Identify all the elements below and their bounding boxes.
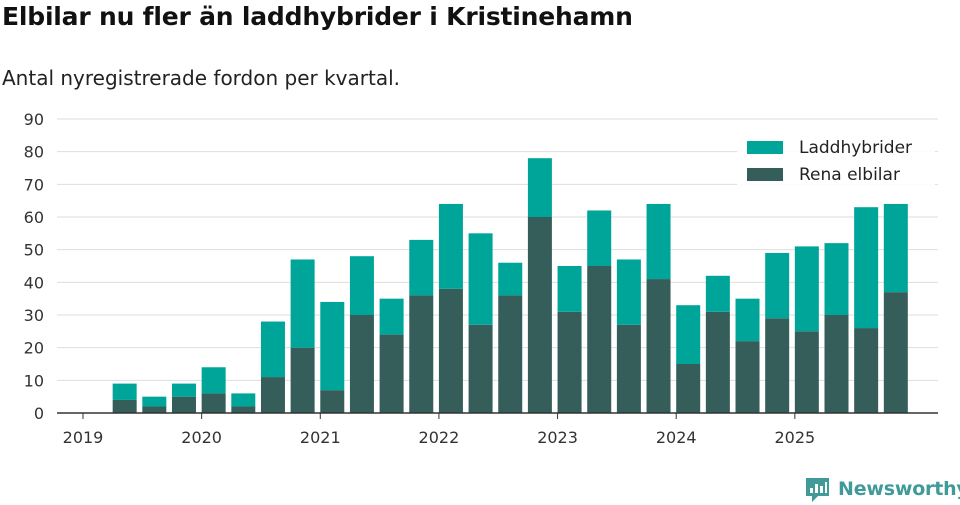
bar-laddhybrider [438,203,463,289]
bar-rena-elbilar [616,324,641,413]
y-tick-label: 10 [24,371,44,390]
x-tick-label: 2022 [419,428,460,447]
bar-laddhybrider [735,298,760,342]
bar-rena-elbilar [379,334,404,413]
bar-rena-elbilar [646,279,671,413]
chart-subtitle: Antal nyregistrerade fordon per kvartal. [2,66,401,90]
bar-laddhybrider [616,259,641,325]
x-tick-label: 2023 [537,428,578,447]
bar-laddhybrider [349,256,374,315]
x-tick-label: 2020 [181,428,222,447]
bar-rena-elbilar [438,288,463,413]
bars [112,158,908,413]
bar-laddhybrider [646,203,671,280]
bar-rena-elbilar [883,292,908,413]
bar-rena-elbilar [112,399,137,413]
bar-rena-elbilar [705,311,730,413]
bar-rena-elbilar [260,377,285,413]
bar-laddhybrider [527,158,552,217]
bar-rena-elbilar [676,364,701,413]
bar-laddhybrider [171,383,196,397]
legend-swatch [747,168,783,181]
bar-laddhybrider [883,203,908,293]
newsworthy-logo-icon [806,477,829,502]
bar-rena-elbilar [142,406,167,413]
legend-label: Laddhybrider [799,138,912,158]
x-tick-label: 2025 [774,428,815,447]
bar-rena-elbilar [557,311,582,413]
bar-laddhybrider [676,305,701,364]
bar-laddhybrider [765,252,790,319]
y-tick-label: 40 [24,273,44,292]
bar-laddhybrider [498,262,523,296]
y-tick-label: 0 [34,404,44,423]
bar-rena-elbilar [171,396,196,413]
bar-rena-elbilar [824,315,849,413]
bar-laddhybrider [824,243,849,315]
bar-rena-elbilar [854,328,879,413]
x-axis: 2019 2020 2021 2022 2023 2024 2025 [57,412,938,447]
x-tick-label: 2019 [63,428,104,447]
bar-laddhybrider [409,239,434,296]
bar-rena-elbilar [231,406,256,413]
bar-rena-elbilar [765,318,790,413]
y-tick-label: 20 [24,339,44,358]
brand-name: Newsworthy [838,478,960,500]
bar-rena-elbilar [527,217,552,413]
y-axis: 0 10 20 30 40 50 60 70 80 90 [24,110,44,423]
y-tick-label: 80 [24,143,44,162]
legend-label: Rena elbilar [799,165,900,185]
chart-title: Elbilar nu fler än laddhybrider i Kristi… [2,2,633,31]
legend: Laddhybrider Rena elbilar [737,132,935,188]
y-tick-label: 90 [24,110,44,129]
bar-rena-elbilar [320,390,345,413]
bar-laddhybrider [379,298,404,335]
bar-rena-elbilar [349,315,374,413]
bar-laddhybrider [290,259,315,348]
y-tick-label: 70 [24,175,44,194]
bar-laddhybrider [705,275,730,312]
bar-rena-elbilar [409,295,434,413]
bar-laddhybrider [794,246,819,332]
bar-laddhybrider [320,301,345,391]
legend-swatch [747,141,783,154]
bar-rena-elbilar [498,295,523,413]
y-tick-label: 60 [24,208,44,227]
bar-rena-elbilar [468,324,493,413]
bar-laddhybrider [231,393,256,407]
bar-rena-elbilar [735,341,760,413]
bar-laddhybrider [557,266,582,312]
bar-laddhybrider [201,367,226,394]
x-tick-label: 2021 [300,428,341,447]
y-tick-label: 50 [24,241,44,260]
bar-laddhybrider [260,321,285,378]
brand-logo: Newsworthy [804,474,960,504]
bar-laddhybrider [587,210,612,266]
bar-rena-elbilar [201,393,226,413]
bar-laddhybrider [142,396,167,407]
bar-laddhybrider [112,383,137,400]
x-tick-label: 2024 [656,428,697,447]
bar-rena-elbilar [587,266,612,413]
bar-laddhybrider [854,207,879,329]
bar-laddhybrider [468,233,493,325]
y-tick-label: 30 [24,306,44,325]
bar-rena-elbilar [794,331,819,413]
bar-rena-elbilar [290,347,315,413]
